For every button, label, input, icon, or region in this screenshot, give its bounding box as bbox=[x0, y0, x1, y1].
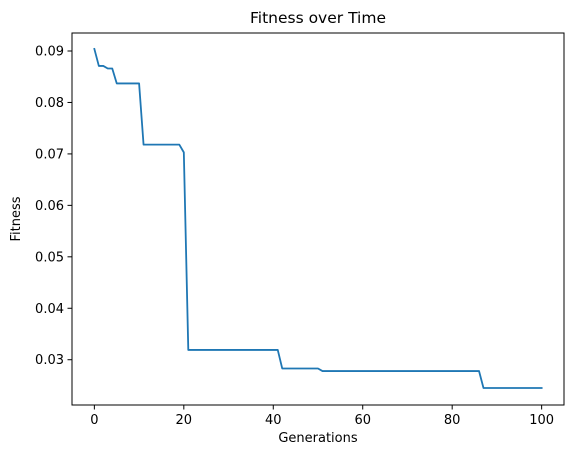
plot-area: 0 20 40 60 80 100 0.030.040.050.060.070.080.0… bbox=[35, 32, 565, 428]
y-tick-label: 0.03 bbox=[35, 353, 64, 368]
x-axis-ticks: 0 20 40 60 80 100 bbox=[90, 405, 554, 428]
y-tick-label: 0.08 bbox=[35, 96, 64, 111]
x-tick-label: 40 bbox=[265, 413, 282, 428]
y-axis-ticks: 0.03 0.04 0.05 0.06 0.07 0.08 0.09 bbox=[35, 45, 72, 368]
y-tick-label: 0.07 bbox=[35, 147, 64, 162]
plot-frame bbox=[71, 32, 565, 406]
x-tick-label: 0 bbox=[90, 413, 98, 428]
x-tick-label: 60 bbox=[354, 413, 371, 428]
series-layer bbox=[93, 47, 543, 389]
y-tick-label: 0.06 bbox=[35, 199, 64, 214]
x-axis-label: Generations bbox=[278, 431, 358, 446]
x-tick-label: 80 bbox=[444, 413, 461, 428]
chart-title: Fitness over Time bbox=[250, 9, 386, 27]
y-tick-label: 0.05 bbox=[35, 250, 64, 265]
fitness-series-line bbox=[93, 47, 543, 389]
y-tick-label: 0.04 bbox=[35, 302, 64, 317]
y-axis-label: Fitness bbox=[9, 196, 24, 241]
y-tick-label: 0.09 bbox=[35, 45, 64, 60]
x-tick-label: 100 bbox=[529, 413, 554, 428]
x-tick-label: 20 bbox=[176, 413, 193, 428]
